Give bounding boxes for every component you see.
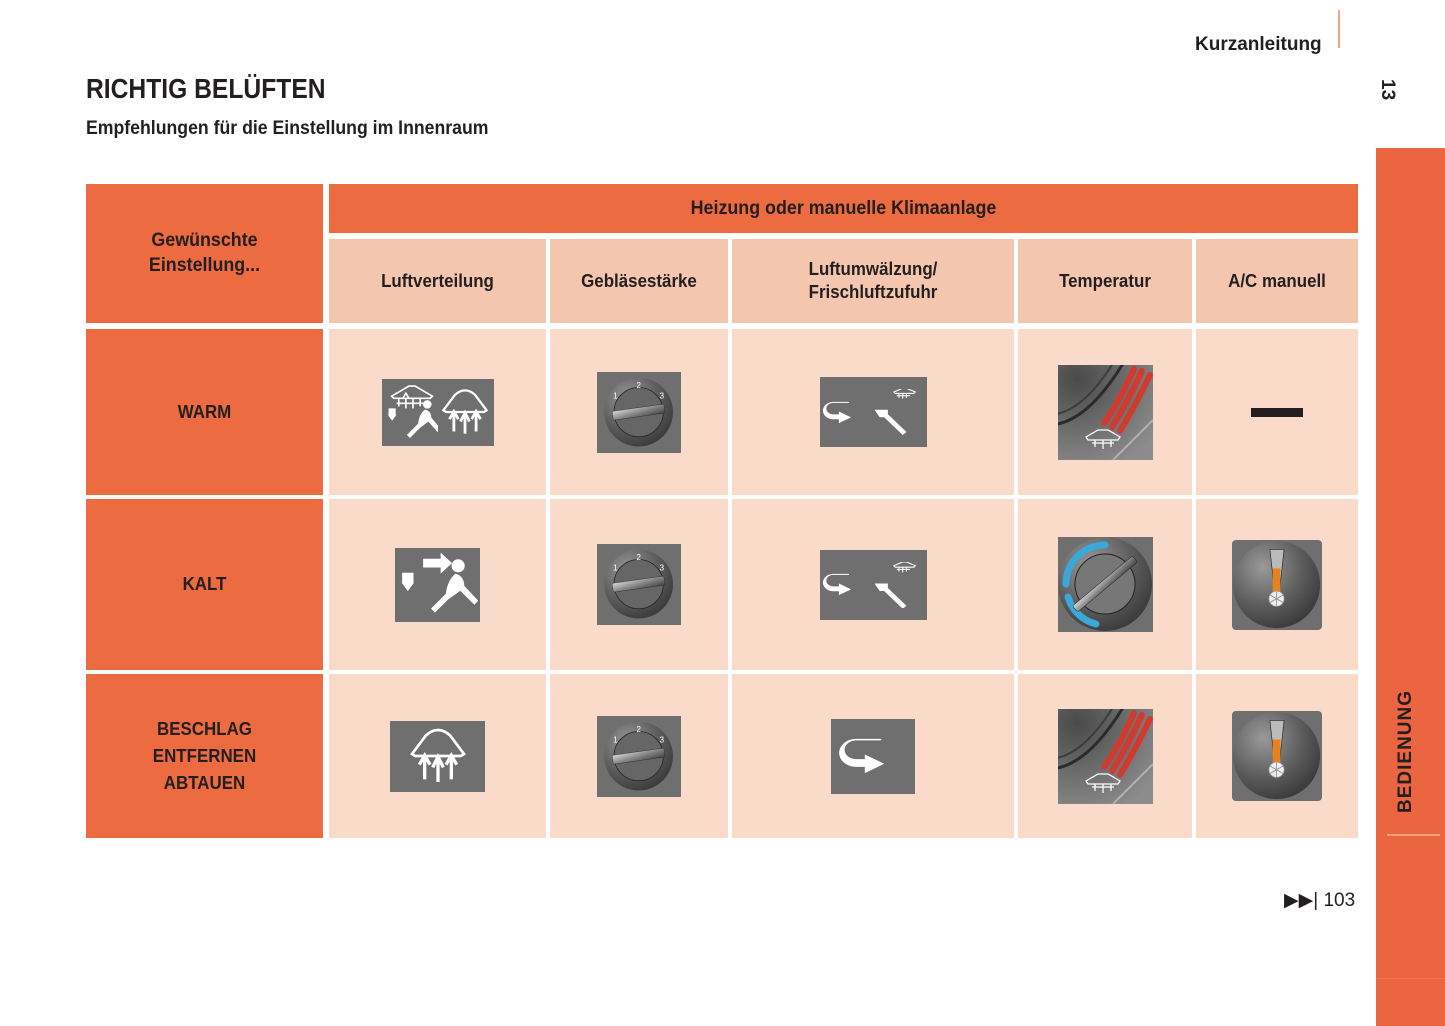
- svg-text:2: 2: [636, 381, 641, 390]
- svg-text:1: 1: [613, 735, 618, 744]
- svg-text:2: 2: [636, 553, 641, 562]
- svg-text:1: 1: [613, 564, 618, 573]
- svg-text:1: 1: [613, 391, 618, 400]
- svg-text:3: 3: [660, 735, 665, 744]
- svg-text:3: 3: [660, 391, 665, 400]
- svg-text:3: 3: [660, 564, 665, 573]
- svg-text:2: 2: [636, 725, 641, 734]
